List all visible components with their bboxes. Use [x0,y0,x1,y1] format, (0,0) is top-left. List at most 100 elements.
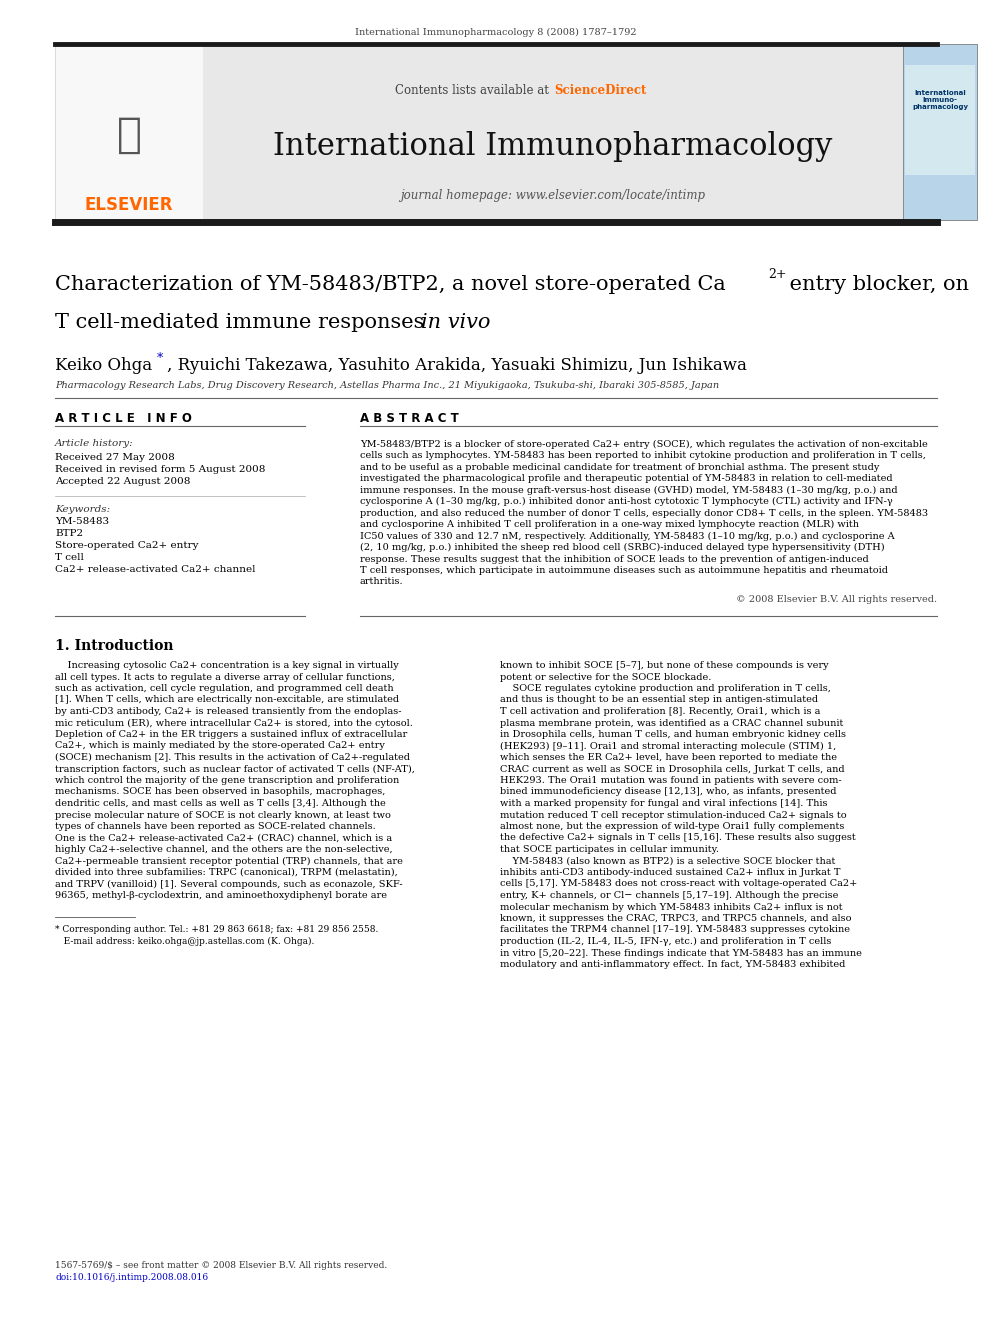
Text: (HEK293) [9–11]. Orai1 and stromal interacting molecule (STIM) 1,: (HEK293) [9–11]. Orai1 and stromal inter… [500,741,836,750]
Text: and TRPV (vanilloid) [1]. Several compounds, such as econazole, SKF-: and TRPV (vanilloid) [1]. Several compou… [55,880,403,889]
Text: and thus is thought to be an essential step in antigen-stimulated: and thus is thought to be an essential s… [500,696,818,705]
Text: mutation reduced T cell receptor stimulation-induced Ca2+ signals to: mutation reduced T cell receptor stimula… [500,811,846,819]
Text: 2+: 2+ [768,267,787,280]
Text: with a marked propensity for fungal and viral infections [14]. This: with a marked propensity for fungal and … [500,799,827,808]
Text: Article history:: Article history: [55,439,134,448]
Text: YM-58483 (also known as BTP2) is a selective SOCE blocker that: YM-58483 (also known as BTP2) is a selec… [500,856,835,865]
Text: dendritic cells, and mast cells as well as T cells [3,4]. Although the: dendritic cells, and mast cells as well … [55,799,386,808]
Text: production (IL-2, IL-4, IL-5, IFN-γ, etc.) and proliferation in T cells: production (IL-2, IL-4, IL-5, IFN-γ, etc… [500,937,831,946]
Text: that SOCE participates in cellular immunity.: that SOCE participates in cellular immun… [500,845,719,855]
Text: such as activation, cell cycle regulation, and programmed cell death: such as activation, cell cycle regulatio… [55,684,394,693]
Text: Pharmacology Research Labs, Drug Discovery Research, Astellas Pharma Inc., 21 Mi: Pharmacology Research Labs, Drug Discove… [55,381,719,389]
Text: in vitro [5,20–22]. These findings indicate that YM-58483 has an immune: in vitro [5,20–22]. These findings indic… [500,949,862,958]
Text: A R T I C L E   I N F O: A R T I C L E I N F O [55,411,191,425]
Text: Keiko Ohga: Keiko Ohga [55,356,152,373]
Text: Contents lists available at: Contents lists available at [396,83,553,97]
Text: YM-58483: YM-58483 [55,517,109,527]
Text: all cell types. It acts to regulate a diverse array of cellular functions,: all cell types. It acts to regulate a di… [55,672,395,681]
Text: production, and also reduced the number of donor T cells, especially donor CD8+ : production, and also reduced the number … [360,508,929,517]
Text: International Immunopharmacology 8 (2008) 1787–1792: International Immunopharmacology 8 (2008… [355,28,637,37]
Text: HEK293. The Orai1 mutation was found in patients with severe com-: HEK293. The Orai1 mutation was found in … [500,777,841,785]
Text: 🌳: 🌳 [116,114,142,156]
Text: International Immunopharmacology: International Immunopharmacology [274,131,832,163]
Text: entry, K+ channels, or Cl− channels [5,17–19]. Although the precise: entry, K+ channels, or Cl− channels [5,1… [500,890,838,900]
Text: transcription factors, such as nuclear factor of activated T cells (NF-AT),: transcription factors, such as nuclear f… [55,765,415,774]
Text: YM-58483/BTP2 is a blocker of store-operated Ca2+ entry (SOCE), which regulates : YM-58483/BTP2 is a blocker of store-oper… [360,439,928,448]
Text: response. These results suggest that the inhibition of SOCE leads to the prevent: response. These results suggest that the… [360,554,869,564]
Text: , Ryuichi Takezawa, Yasuhito Arakida, Yasuaki Shimizu, Jun Ishikawa: , Ryuichi Takezawa, Yasuhito Arakida, Ya… [167,356,747,373]
Text: investigated the pharmacological profile and therapeutic potential of YM-58483 i: investigated the pharmacological profile… [360,474,893,483]
Text: Ca2+-permeable transient receptor potential (TRP) channels, that are: Ca2+-permeable transient receptor potent… [55,856,403,865]
Text: 96365, methyl-β-cyclodextrin, and aminoethoxydiphenyl borate are: 96365, methyl-β-cyclodextrin, and aminoe… [55,890,387,900]
Text: arthritis.: arthritis. [360,578,404,586]
Text: * Corresponding author. Tel.: +81 29 863 6618; fax: +81 29 856 2558.: * Corresponding author. Tel.: +81 29 863… [55,926,378,934]
Text: T cell activation and proliferation [8]. Recently, Orai1, which is a: T cell activation and proliferation [8].… [500,706,820,716]
Text: T cell responses, which participate in autoimmune diseases such as autoimmune he: T cell responses, which participate in a… [360,566,888,576]
Text: which control the majority of the gene transcription and proliferation: which control the majority of the gene t… [55,777,399,785]
Text: modulatory and anti-inflammatory effect. In fact, YM-58483 exhibited: modulatory and anti-inflammatory effect.… [500,960,845,968]
Text: by anti-CD3 antibody, Ca2+ is released transiently from the endoplas-: by anti-CD3 antibody, Ca2+ is released t… [55,706,402,716]
Text: ScienceDirect: ScienceDirect [554,83,647,97]
Text: doi:10.1016/j.intimp.2008.08.016: doi:10.1016/j.intimp.2008.08.016 [55,1274,208,1282]
Text: and cyclosporine A inhibited T cell proliferation in a one-way mixed lymphocyte : and cyclosporine A inhibited T cell prol… [360,520,859,529]
Text: Depletion of Ca2+ in the ER triggers a sustained influx of extracellular: Depletion of Ca2+ in the ER triggers a s… [55,730,408,740]
Text: 1567-5769/$ – see front matter © 2008 Elsevier B.V. All rights reserved.: 1567-5769/$ – see front matter © 2008 El… [55,1261,387,1270]
Text: 1. Introduction: 1. Introduction [55,639,174,652]
FancyBboxPatch shape [55,44,203,220]
Text: types of channels have been reported as SOCE-related channels.: types of channels have been reported as … [55,822,376,831]
Text: in Drosophila cells, human T cells, and human embryonic kidney cells: in Drosophila cells, human T cells, and … [500,730,846,740]
Text: Received 27 May 2008: Received 27 May 2008 [55,454,175,463]
Text: inhibits anti-CD3 antibody-induced sustained Ca2+ influx in Jurkat T: inhibits anti-CD3 antibody-induced susta… [500,868,840,877]
Text: molecular mechanism by which YM-58483 inhibits Ca2+ influx is not: molecular mechanism by which YM-58483 in… [500,902,842,912]
Text: known to inhibit SOCE [5–7], but none of these compounds is very: known to inhibit SOCE [5–7], but none of… [500,662,828,669]
Text: ELSEVIER: ELSEVIER [84,196,174,214]
Text: which senses the ER Ca2+ level, have been reported to mediate the: which senses the ER Ca2+ level, have bee… [500,753,837,762]
Text: and to be useful as a probable medicinal candidate for treatment of bronchial as: and to be useful as a probable medicinal… [360,463,879,471]
Text: mic reticulum (ER), where intracellular Ca2+ is stored, into the cytosol.: mic reticulum (ER), where intracellular … [55,718,413,728]
Text: almost none, but the expression of wild-type Orai1 fully complements: almost none, but the expression of wild-… [500,822,844,831]
Text: E-mail address: keiko.ohga@jp.astellas.com (K. Ohga).: E-mail address: keiko.ohga@jp.astellas.c… [55,937,314,946]
Text: cells such as lymphocytes. YM-58483 has been reported to inhibit cytokine produc: cells such as lymphocytes. YM-58483 has … [360,451,926,460]
Text: bined immunodeficiency disease [12,13], who, as infants, presented: bined immunodeficiency disease [12,13], … [500,787,836,796]
Text: CRAC current as well as SOCE in Drosophila cells, Jurkat T cells, and: CRAC current as well as SOCE in Drosophi… [500,765,844,774]
Text: known, it suppresses the CRAC, TRPC3, and TRPC5 channels, and also: known, it suppresses the CRAC, TRPC3, an… [500,914,851,923]
Text: International
Immuno-
pharmacology: International Immuno- pharmacology [912,90,968,110]
Text: highly Ca2+-selective channel, and the others are the non-selective,: highly Ca2+-selective channel, and the o… [55,845,393,855]
Text: precise molecular nature of SOCE is not clearly known, at least two: precise molecular nature of SOCE is not … [55,811,391,819]
Text: divided into three subfamilies: TRPC (canonical), TRPM (melastatin),: divided into three subfamilies: TRPC (ca… [55,868,398,877]
Text: cells [5,17]. YM-58483 does not cross-react with voltage-operated Ca2+: cells [5,17]. YM-58483 does not cross-re… [500,880,857,889]
Text: potent or selective for the SOCE blockade.: potent or selective for the SOCE blockad… [500,672,711,681]
FancyBboxPatch shape [903,44,977,220]
Text: (SOCE) mechanism [2]. This results in the activation of Ca2+-regulated: (SOCE) mechanism [2]. This results in th… [55,753,410,762]
Text: A B S T R A C T: A B S T R A C T [360,411,458,425]
Text: the defective Ca2+ signals in T cells [15,16]. These results also suggest: the defective Ca2+ signals in T cells [1… [500,833,856,843]
Text: Increasing cytosolic Ca2+ concentration is a key signal in virtually: Increasing cytosolic Ca2+ concentration … [55,662,399,669]
Text: *: * [157,352,164,365]
Text: cyclosporine A (1–30 mg/kg, p.o.) inhibited donor anti-host cytotoxic T lymphocy: cyclosporine A (1–30 mg/kg, p.o.) inhibi… [360,497,893,507]
Text: © 2008 Elsevier B.V. All rights reserved.: © 2008 Elsevier B.V. All rights reserved… [736,595,937,605]
Text: T cell-mediated immune responses: T cell-mediated immune responses [55,314,431,332]
FancyBboxPatch shape [203,44,903,220]
Text: plasma membrane protein, was identified as a CRAC channel subunit: plasma membrane protein, was identified … [500,718,843,728]
Text: Keywords:: Keywords: [55,504,110,513]
Text: Ca2+, which is mainly mediated by the store-operated Ca2+ entry: Ca2+, which is mainly mediated by the st… [55,741,385,750]
Text: entry blocker, on: entry blocker, on [783,275,969,295]
Text: Store-operated Ca2+ entry: Store-operated Ca2+ entry [55,541,198,550]
Text: Accepted 22 August 2008: Accepted 22 August 2008 [55,478,190,487]
Text: BTP2: BTP2 [55,529,83,538]
Text: Received in revised form 5 August 2008: Received in revised form 5 August 2008 [55,466,266,475]
Text: [1]. When T cells, which are electrically non-excitable, are stimulated: [1]. When T cells, which are electricall… [55,696,399,705]
Text: Ca2+ release-activated Ca2+ channel: Ca2+ release-activated Ca2+ channel [55,565,256,574]
Text: SOCE regulates cytokine production and proliferation in T cells,: SOCE regulates cytokine production and p… [500,684,831,693]
Text: mechanisms. SOCE has been observed in basophils, macrophages,: mechanisms. SOCE has been observed in ba… [55,787,385,796]
Text: immune responses. In the mouse graft-versus-host disease (GVHD) model, YM-58483 : immune responses. In the mouse graft-ver… [360,486,898,495]
Text: in vivo: in vivo [421,314,490,332]
Text: journal homepage: www.elsevier.com/locate/intimp: journal homepage: www.elsevier.com/locat… [401,189,705,202]
FancyBboxPatch shape [905,65,975,175]
Text: facilitates the TRPM4 channel [17–19]. YM-58483 suppresses cytokine: facilitates the TRPM4 channel [17–19]. Y… [500,926,850,934]
Text: Characterization of YM-58483/BTP2, a novel store-operated Ca: Characterization of YM-58483/BTP2, a nov… [55,275,726,295]
Text: (2, 10 mg/kg, p.o.) inhibited the sheep red blood cell (SRBC)-induced delayed ty: (2, 10 mg/kg, p.o.) inhibited the sheep … [360,542,885,552]
Text: One is the Ca2+ release-activated Ca2+ (CRAC) channel, which is a: One is the Ca2+ release-activated Ca2+ (… [55,833,392,843]
Text: T cell: T cell [55,553,84,562]
Text: IC50 values of 330 and 12.7 nM, respectively. Additionally, YM-58483 (1–10 mg/kg: IC50 values of 330 and 12.7 nM, respecti… [360,532,895,541]
